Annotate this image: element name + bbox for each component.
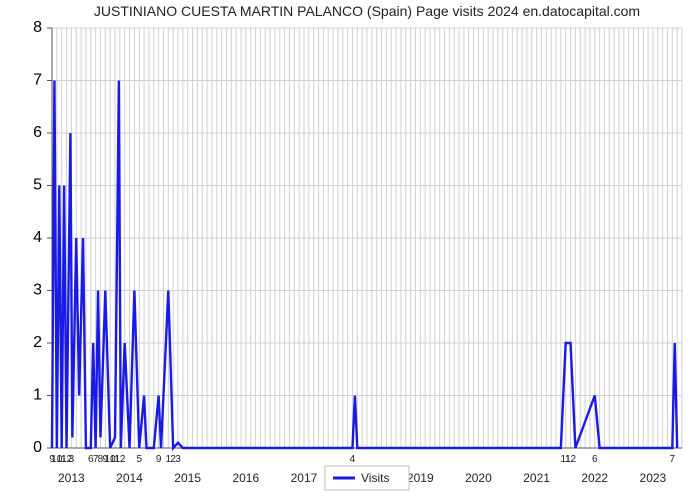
x-year-label: 2022 xyxy=(581,471,608,485)
y-tick-label: 0 xyxy=(33,439,42,456)
line-chart: 0123456782013201420152016201720182019202… xyxy=(0,0,700,500)
x-year-label: 2019 xyxy=(407,471,434,485)
x-minor-label: 7 xyxy=(670,454,676,465)
x-minor-label: 6 xyxy=(592,454,598,465)
chart-container: 0123456782013201420152016201720182019202… xyxy=(0,0,700,500)
x-year-label: 2016 xyxy=(232,471,259,485)
x-year-label: 2017 xyxy=(291,471,318,485)
x-year-label: 2023 xyxy=(640,471,667,485)
x-year-label: 2013 xyxy=(58,471,85,485)
x-minor-label: 3 xyxy=(69,454,75,465)
y-tick-label: 1 xyxy=(33,387,42,404)
y-tick-label: 5 xyxy=(33,177,42,194)
x-year-label: 2015 xyxy=(174,471,201,485)
y-tick-label: 6 xyxy=(33,124,42,141)
x-minor-label: 12 xyxy=(114,454,126,465)
y-tick-label: 4 xyxy=(33,229,42,246)
x-minor-label: 9 xyxy=(156,454,162,465)
x-year-label: 2021 xyxy=(523,471,550,485)
y-tick-label: 2 xyxy=(33,334,42,351)
x-minor-label: 5 xyxy=(136,454,142,465)
y-tick-label: 7 xyxy=(33,72,42,89)
x-year-label: 2014 xyxy=(116,471,143,485)
x-minor-label: 12 xyxy=(565,454,577,465)
x-minor-label: 4 xyxy=(350,454,356,465)
x-minor-label: 3 xyxy=(175,454,181,465)
x-year-label: 2020 xyxy=(465,471,492,485)
legend-label: Visits xyxy=(361,471,389,485)
y-tick-label: 8 xyxy=(33,19,42,36)
y-tick-label: 3 xyxy=(33,282,42,299)
chart-title: JUSTINIANO CUESTA MARTIN PALANCO (Spain)… xyxy=(94,3,640,19)
